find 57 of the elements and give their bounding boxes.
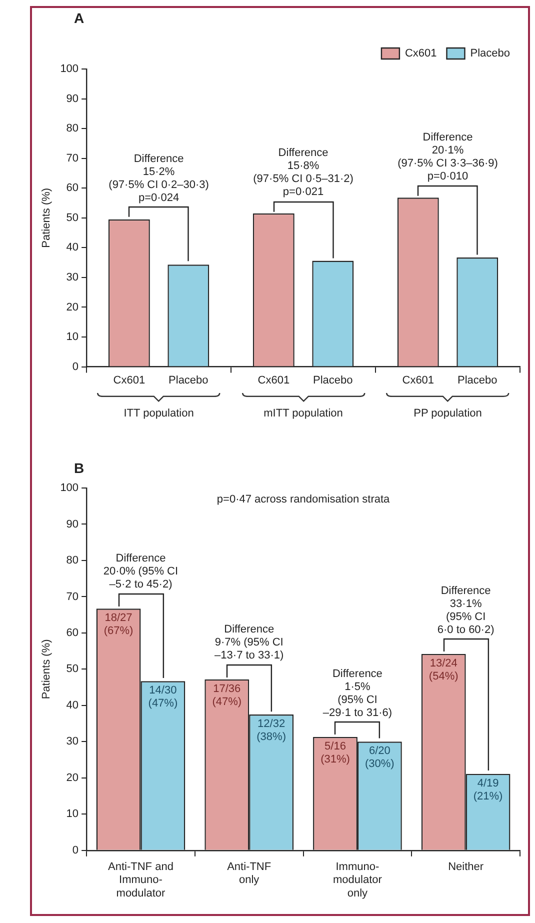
annotation: Difference 9·7% (95% CI –13·7 to 33·1) — [214, 623, 284, 662]
y-axis-title: Patients (%) — [40, 188, 53, 248]
y-tick-label: 10 — [66, 331, 79, 344]
text: p=0·47 across randomisation strata — [216, 493, 391, 506]
y-tick-label: 90 — [66, 518, 79, 530]
y-tick-label: 70 — [66, 152, 79, 164]
x-tick-label: Anti-TNF and Immuno- modulator — [108, 861, 174, 900]
annotation: Difference 1·5% (95% CI –29·1 to 31·6) — [322, 668, 392, 720]
y-tick-label: 30 — [66, 271, 79, 284]
legend-label: Placebo — [470, 48, 510, 60]
annotation: Difference 33·1% (95% CI 6·0 to 60·2) — [437, 585, 494, 636]
y-tick-label: 90 — [66, 92, 79, 105]
y-tick-label: 20 — [66, 301, 79, 314]
annotation: Difference 20·0% (95% CI –5·2 to 45·2) — [103, 552, 178, 591]
y-tick-label: 30 — [66, 736, 79, 748]
data-label: 5/16 (31%) — [320, 740, 350, 766]
data-label: 6/20 (30%) — [365, 745, 394, 770]
x-tick-label: PP population — [414, 407, 482, 420]
y-tick-label: 80 — [66, 554, 79, 567]
text: Placebo — [313, 374, 353, 386]
y-tick-label: 0 — [72, 360, 79, 373]
data-label: 18/27 (67%) — [104, 612, 134, 638]
chart-title: A — [74, 10, 84, 26]
y-tick-label: 60 — [66, 182, 79, 194]
text: Placebo — [457, 374, 498, 386]
y-tick-label: 60 — [66, 626, 79, 639]
text: Cx601 — [113, 374, 146, 386]
text: Cx601 — [402, 374, 434, 386]
y-tick-label: 80 — [66, 122, 79, 135]
y-tick-label: 10 — [66, 808, 79, 820]
x-tick-label: Neither — [448, 861, 484, 874]
data-label: 13/24 (54%) — [428, 658, 458, 683]
annotation: Difference 20·1% (97·5% CI 3·3–36·9) p=0·010 — [398, 131, 498, 182]
text: Cx601 — [258, 374, 290, 386]
annotation: Difference 15·8% (97·5% CI 0·5–31·2) p=0·021 — [253, 147, 354, 198]
y-axis-title: Patients (%) — [40, 639, 53, 700]
text: Placebo — [168, 374, 208, 386]
legend-label: Cx601 — [404, 48, 437, 60]
chart-title: B — [74, 460, 84, 476]
y-tick-label: 70 — [66, 590, 79, 603]
y-tick-label: 40 — [66, 242, 79, 254]
data-label: 4/19 (21%) — [473, 777, 503, 802]
y-tick-label: 20 — [66, 772, 79, 784]
x-tick-label: Anti-TNF only — [227, 861, 272, 886]
x-tick-label: Immuno- modulator only — [332, 861, 382, 900]
y-tick-label: 40 — [66, 699, 79, 712]
data-label: 12/32 (38%) — [256, 718, 286, 744]
annotation: Difference 15·2% (97·5% CI 0·2–30·3) p=0·024 — [108, 153, 209, 204]
x-tick-label: mITT population — [264, 407, 343, 420]
x-tick-label: ITT population — [124, 407, 194, 420]
y-tick-label: 50 — [66, 663, 79, 676]
y-tick-label: 100 — [60, 63, 79, 76]
data-label: 17/36 (47%) — [212, 682, 242, 708]
y-tick-label: 50 — [66, 212, 79, 224]
data-label: 14/30 (47%) — [148, 684, 178, 710]
y-tick-label: 0 — [72, 844, 79, 856]
y-tick-label: 100 — [60, 482, 79, 494]
